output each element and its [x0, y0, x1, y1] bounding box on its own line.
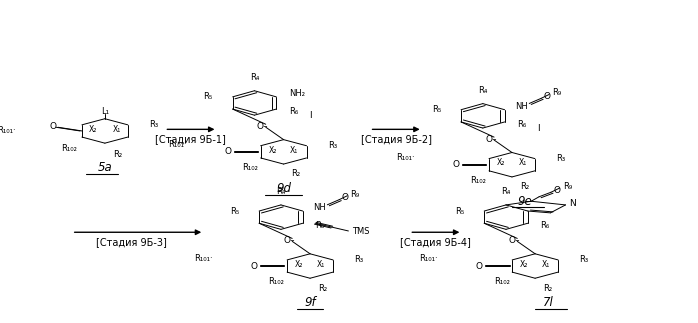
Text: R₁₀₁·: R₁₀₁· — [396, 153, 415, 162]
Text: [Стадия 9Б-4]: [Стадия 9Б-4] — [401, 237, 471, 247]
Text: R₆: R₆ — [289, 107, 298, 116]
Text: NH: NH — [313, 203, 325, 212]
Text: TMS: TMS — [352, 227, 369, 236]
Text: R₁₀₁·: R₁₀₁· — [168, 140, 186, 149]
Text: O–: O– — [508, 236, 520, 245]
Text: R₆: R₆ — [517, 120, 526, 129]
Text: R₂: R₂ — [543, 284, 552, 293]
Text: 9f: 9f — [304, 296, 316, 309]
Text: R₉: R₉ — [350, 190, 359, 199]
Text: 7l: 7l — [543, 296, 554, 309]
Text: R₂: R₂ — [113, 150, 122, 159]
Text: R₃: R₃ — [327, 141, 337, 150]
Text: R₃: R₃ — [354, 255, 363, 265]
Text: O: O — [251, 262, 258, 271]
Text: [Стадия 9Б-3]: [Стадия 9Б-3] — [96, 237, 167, 247]
Text: X₁: X₁ — [317, 260, 325, 269]
Text: O–: O– — [485, 135, 496, 143]
Text: O: O — [224, 147, 231, 156]
Text: O: O — [544, 92, 551, 101]
Text: O: O — [50, 122, 57, 131]
Text: R₁₀₂: R₁₀₂ — [61, 143, 77, 152]
Text: L₁: L₁ — [101, 107, 109, 116]
Text: R₂: R₂ — [520, 182, 529, 191]
Text: R₃: R₃ — [579, 255, 588, 265]
Text: NH: NH — [514, 101, 528, 110]
Text: R₄: R₄ — [276, 187, 285, 196]
Text: O: O — [452, 160, 459, 169]
Text: O: O — [342, 193, 349, 202]
Text: R₂: R₂ — [292, 169, 301, 178]
Text: R₂: R₂ — [318, 284, 327, 293]
Text: R₁₀₁·: R₁₀₁· — [0, 126, 16, 135]
Text: R₅: R₅ — [431, 105, 441, 114]
Text: R₄: R₄ — [478, 86, 487, 95]
Text: [Стадия 9Б-2]: [Стадия 9Б-2] — [361, 134, 431, 144]
Text: R₁₀₁·: R₁₀₁· — [419, 254, 438, 263]
Text: R₁₀₂: R₁₀₂ — [269, 277, 285, 287]
Text: X₁: X₁ — [519, 158, 527, 167]
Text: O: O — [475, 262, 482, 271]
Text: R₃: R₃ — [556, 154, 565, 163]
Text: R₃: R₃ — [149, 120, 158, 129]
Text: R₁₀₂: R₁₀₂ — [242, 163, 258, 172]
Text: R₆: R₆ — [540, 221, 549, 230]
Text: 9d: 9d — [276, 182, 291, 195]
Text: X₁: X₁ — [542, 260, 550, 269]
Text: [Стадия 9Б-1]: [Стадия 9Б-1] — [156, 134, 226, 144]
Text: R₄: R₄ — [501, 187, 511, 196]
Text: R₆: R₆ — [315, 221, 325, 230]
Text: O–: O– — [283, 236, 295, 245]
Text: I: I — [309, 111, 311, 120]
Text: X₂: X₂ — [520, 260, 528, 269]
Text: R₁₀₁·: R₁₀₁· — [194, 254, 213, 263]
Text: NH₂: NH₂ — [289, 89, 305, 98]
Text: 9e: 9e — [518, 195, 533, 208]
Text: R₉: R₉ — [563, 182, 572, 191]
Text: R₄: R₄ — [250, 73, 259, 82]
Text: R₁₀₂: R₁₀₂ — [470, 176, 487, 185]
Text: X₁: X₁ — [113, 125, 121, 134]
Text: R₅: R₅ — [203, 92, 213, 101]
Text: R₅: R₅ — [230, 206, 239, 215]
Text: X₂: X₂ — [269, 146, 277, 154]
Text: I: I — [537, 124, 540, 132]
Text: X₂: X₂ — [497, 158, 505, 167]
Text: R₁₀₂: R₁₀₂ — [493, 277, 510, 287]
Text: X₁: X₁ — [290, 146, 299, 154]
Text: R₅: R₅ — [455, 206, 464, 215]
Text: O–: O– — [257, 122, 268, 131]
Text: X₂: X₂ — [89, 125, 97, 134]
Text: R₉: R₉ — [552, 89, 562, 97]
Text: X₂: X₂ — [295, 260, 304, 269]
Text: 5a: 5a — [98, 161, 112, 174]
Text: O: O — [554, 186, 560, 195]
Text: N: N — [569, 200, 576, 208]
